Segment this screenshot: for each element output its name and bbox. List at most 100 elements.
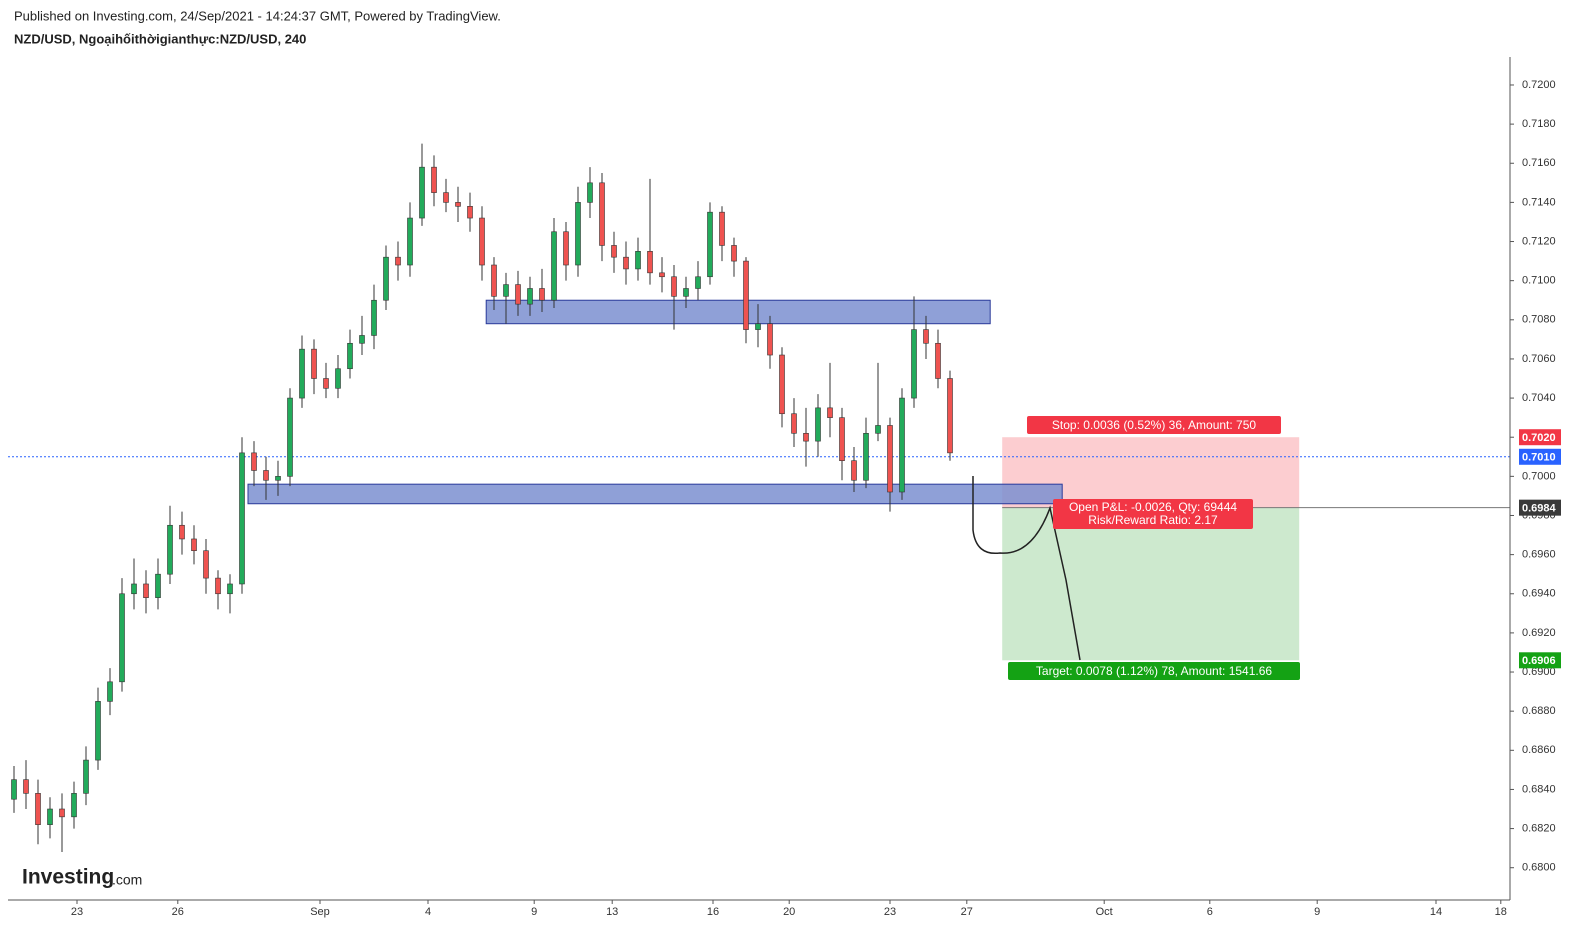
candle-body — [179, 524, 185, 540]
candle-body — [131, 583, 137, 595]
x-tick-label: 16 — [707, 906, 719, 918]
candle-body — [863, 432, 869, 481]
price-tag-label: 0.7010 — [1522, 452, 1556, 464]
x-tick-label: 27 — [961, 906, 973, 918]
x-tick-label: Oct — [1096, 906, 1113, 918]
candle-body — [443, 192, 449, 203]
candle-body — [347, 342, 353, 370]
candle-body — [71, 793, 77, 818]
candle-body — [563, 231, 569, 266]
candle-body — [35, 793, 41, 825]
target-zone — [1002, 507, 1300, 661]
candle-body — [623, 256, 629, 270]
x-tick-label: 4 — [425, 906, 431, 918]
y-tick-label: 0.6820 — [1522, 822, 1556, 834]
price-tag-label: 0.6984 — [1522, 503, 1557, 515]
candle-body — [311, 348, 317, 379]
price-tag — [1519, 448, 1561, 465]
y-tick-label: 0.6840 — [1522, 783, 1556, 795]
candle-body — [767, 323, 773, 356]
x-tick-label: 18 — [1495, 906, 1507, 918]
candle-body — [323, 378, 329, 389]
candle-body — [635, 251, 641, 270]
candle-body — [371, 299, 377, 336]
y-tick-label: 0.7180 — [1522, 118, 1556, 130]
candle-body — [467, 206, 473, 219]
candle-body — [683, 288, 689, 297]
price-tag-label: 0.6906 — [1522, 655, 1556, 667]
y-tick-label: 0.6940 — [1522, 588, 1556, 600]
position-label: Open P&L: -0.0026, Qty: 69444 — [1069, 500, 1237, 514]
x-tick-label: 9 — [1314, 906, 1320, 918]
candle-body — [611, 245, 617, 258]
candle-body — [239, 452, 245, 585]
published-note: Published on Investing.com, 24/Sep/2021 … — [14, 8, 501, 23]
x-tick-label: 9 — [531, 906, 537, 918]
candle-body — [215, 577, 221, 595]
y-tick-label: 0.7160 — [1522, 157, 1556, 169]
plot-area — [8, 143, 1510, 853]
y-tick-label: 0.6900 — [1522, 666, 1556, 678]
label-box — [1008, 662, 1300, 680]
candle-body — [491, 264, 497, 297]
candle-body — [659, 272, 665, 278]
candle-body — [455, 202, 461, 207]
candle-body — [23, 779, 29, 794]
candle-body — [707, 211, 713, 278]
x-tick-label: 23 — [884, 906, 896, 918]
y-tick-label: 0.7140 — [1522, 196, 1556, 208]
y-tick-label: 0.7080 — [1522, 314, 1556, 326]
y-tick-label: 0.7060 — [1522, 353, 1556, 365]
candle-body — [251, 452, 257, 471]
candle-body — [191, 538, 197, 552]
candle-body — [383, 256, 389, 301]
candle-body — [47, 808, 53, 825]
candle-body — [599, 182, 605, 246]
candle-body — [119, 593, 125, 683]
candle-body — [407, 217, 413, 266]
candle-body — [107, 681, 113, 702]
candle-body — [851, 460, 857, 481]
candle-body — [755, 323, 761, 330]
zone — [485, 299, 991, 325]
y-tick-label: 0.6880 — [1522, 705, 1556, 717]
candle-body — [11, 779, 17, 800]
candle-body — [827, 407, 833, 418]
candle-body — [719, 211, 725, 246]
candle-body — [431, 166, 437, 193]
y-tick-label: 0.6800 — [1522, 862, 1556, 874]
candle-body — [743, 260, 749, 330]
candle-body — [695, 276, 701, 289]
candle-body — [815, 407, 821, 442]
price-tag — [1519, 499, 1561, 516]
candle-body — [155, 573, 161, 598]
candle-body — [791, 413, 797, 434]
label-box — [1027, 416, 1281, 434]
candle-body — [227, 583, 233, 595]
price-tag — [1519, 652, 1561, 669]
x-tick-label: Sep — [310, 906, 330, 918]
candle-body — [539, 288, 545, 301]
candle-body — [335, 368, 341, 389]
x-tick-label: 26 — [172, 906, 184, 918]
label-box — [1053, 499, 1253, 529]
candle-body — [83, 759, 89, 794]
candle-body — [359, 335, 365, 344]
y-tick-label: 0.7200 — [1522, 79, 1556, 91]
x-tick-label: 20 — [783, 906, 795, 918]
zone — [247, 483, 1063, 505]
candle-body — [875, 425, 881, 434]
x-tick-label: 13 — [606, 906, 618, 918]
candle-body — [503, 284, 509, 297]
candle-body — [95, 701, 101, 761]
candle-body — [779, 354, 785, 415]
x-tick-label: 6 — [1207, 906, 1213, 918]
candle-body — [299, 348, 305, 399]
y-tick-label: 0.6920 — [1522, 627, 1556, 639]
candle-body — [923, 329, 929, 344]
candle-body — [275, 476, 281, 481]
candle-body — [839, 417, 845, 461]
candle-body — [803, 432, 809, 442]
candle-body — [587, 182, 593, 203]
